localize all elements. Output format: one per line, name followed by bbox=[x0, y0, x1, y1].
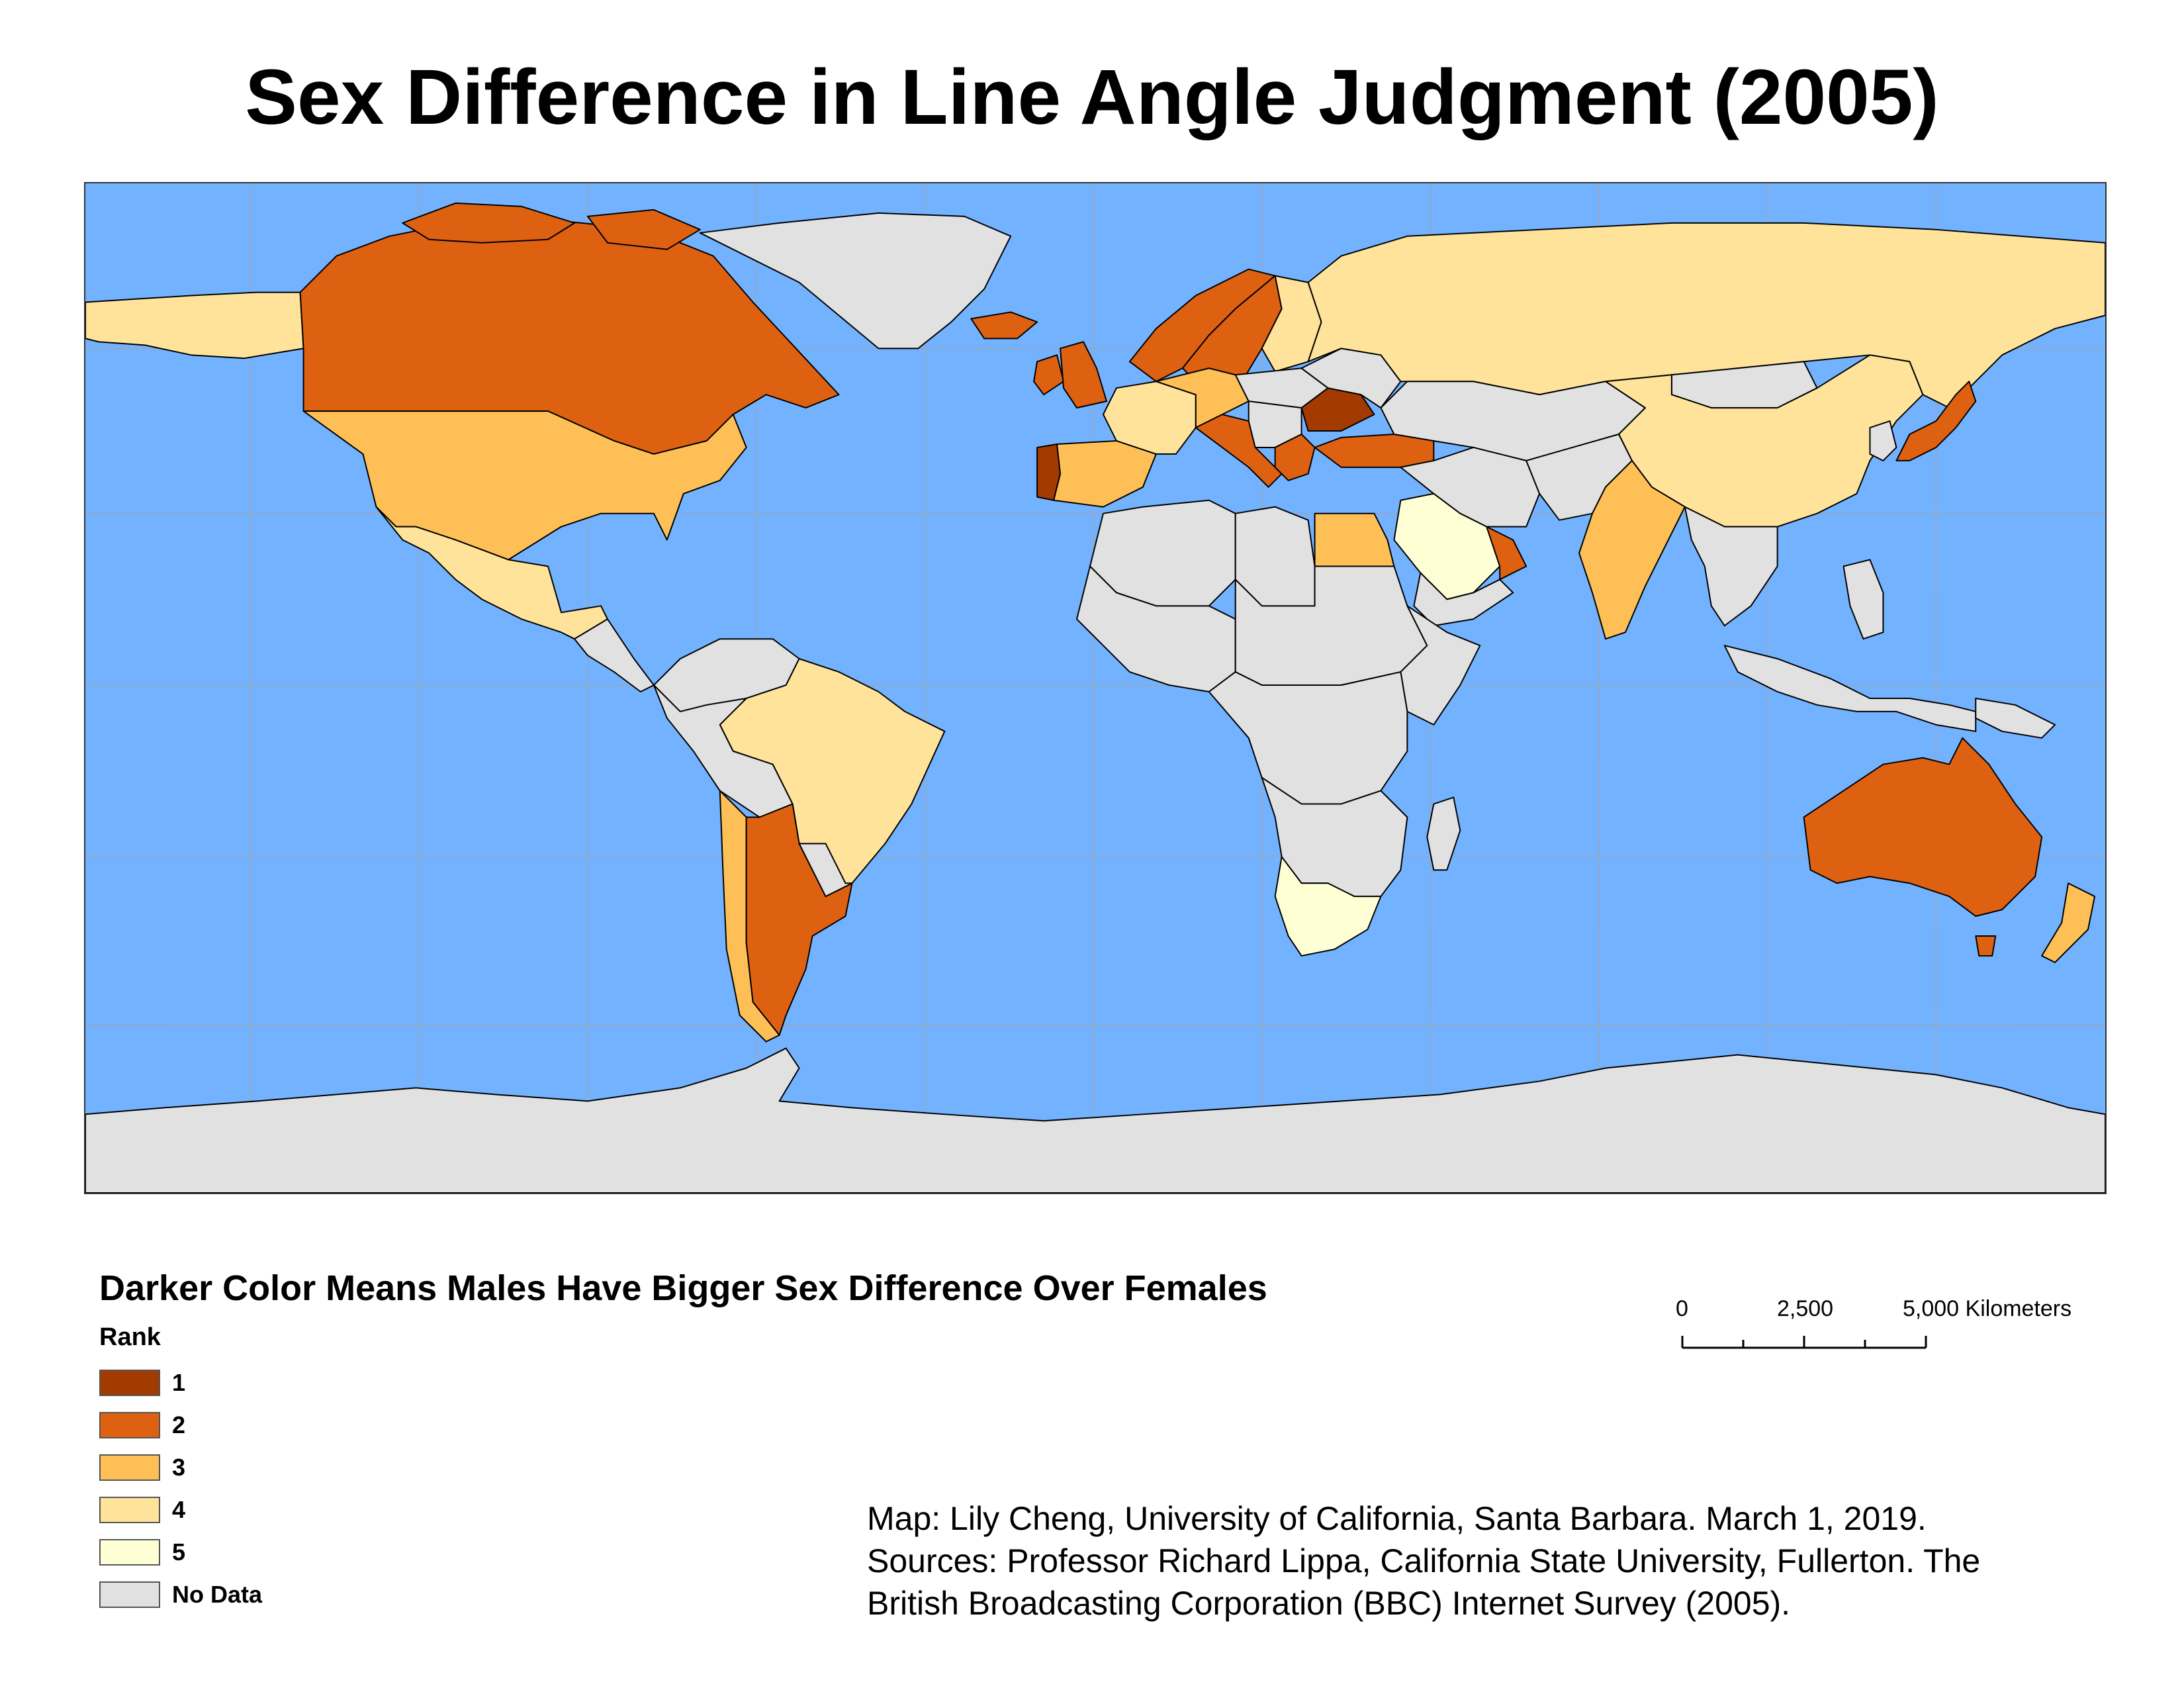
region-ireland bbox=[1033, 354, 1065, 396]
legend-swatch-no-data bbox=[99, 1581, 160, 1608]
credits-line-1: Map: Lily Cheng, University of Californi… bbox=[867, 1500, 1927, 1537]
region-horn-of-africa bbox=[1400, 605, 1481, 726]
legend-item-rank-5: 5 bbox=[99, 1538, 185, 1566]
region-greenland bbox=[699, 212, 1012, 350]
region-new-zealand bbox=[2041, 882, 2096, 963]
region-south-africa bbox=[1274, 856, 1382, 957]
credits-line-2: Sources: Professor Richard Lippa, Califo… bbox=[867, 1542, 1981, 1579]
legend-swatch-rank-2 bbox=[99, 1412, 160, 1438]
region-new-guinea bbox=[1975, 697, 2056, 739]
scale-label-0: 0 bbox=[1676, 1296, 1688, 1321]
region-japan bbox=[1895, 381, 1977, 461]
region-antarctica bbox=[85, 1047, 2105, 1193]
scale-label-5000: 5,000 Kilometers bbox=[1903, 1296, 2072, 1321]
region-argentina bbox=[745, 803, 853, 1036]
map-title: Sex Difference in Line Angle Judgment (2… bbox=[245, 54, 1939, 141]
legend-label-rank-1: 1 bbox=[172, 1369, 186, 1396]
region-greece bbox=[1274, 434, 1316, 481]
legend-title: Rank bbox=[99, 1323, 161, 1351]
region-uae-oman bbox=[1486, 526, 1527, 581]
legend-item-no-data: No Data bbox=[99, 1581, 262, 1609]
scale-label-2500: 2,500 bbox=[1777, 1296, 1834, 1321]
region-canada-islands bbox=[402, 202, 701, 250]
world-map-canvas bbox=[85, 183, 2105, 1193]
legend-label-rank-5: 5 bbox=[172, 1538, 186, 1566]
region-southeast-asia bbox=[1684, 506, 1778, 627]
map-credits: Map: Lily Cheng, University of Californi… bbox=[867, 1497, 2111, 1624]
region-yemen-oman bbox=[1413, 572, 1514, 627]
region-indonesia bbox=[1723, 645, 1977, 732]
region-peru-bolivia bbox=[653, 684, 794, 818]
legend-swatch-rank-1 bbox=[99, 1370, 160, 1396]
region-iceland bbox=[970, 311, 1038, 340]
region-australia bbox=[1803, 737, 2043, 917]
world-map bbox=[84, 182, 2107, 1194]
scale-bar-ruler bbox=[1681, 1336, 1927, 1349]
region-uruguay-paraguay bbox=[798, 843, 853, 898]
scale-bar: 0 2,500 5,000 Kilometers bbox=[1674, 1296, 2098, 1356]
region-india bbox=[1578, 459, 1686, 640]
region-uk bbox=[1060, 341, 1107, 409]
region-turkey bbox=[1314, 434, 1435, 468]
region-philippines bbox=[1843, 559, 1884, 640]
credits-line-3: British Broadcasting Corporation (BBC) I… bbox=[867, 1585, 1791, 1622]
region-tasmania bbox=[1975, 935, 1997, 957]
legend-heading: Darker Color Means Males Have Bigger Sex… bbox=[99, 1268, 1267, 1308]
legend-item-rank-3: 3 bbox=[99, 1454, 185, 1481]
legend-label-no-data: No Data bbox=[172, 1581, 263, 1608]
region-benelux-germany bbox=[1155, 367, 1250, 429]
legend-item-rank-2: 2 bbox=[99, 1411, 185, 1439]
legend-swatch-rank-3 bbox=[99, 1454, 160, 1481]
legend-swatch-rank-5 bbox=[99, 1539, 160, 1566]
region-madagascar bbox=[1426, 796, 1461, 871]
region-korea bbox=[1869, 420, 1897, 461]
legend-label-rank-2: 2 bbox=[172, 1411, 186, 1438]
region-alaska bbox=[85, 291, 304, 359]
legend-label-rank-3: 3 bbox=[172, 1454, 186, 1481]
legend-item-rank-1: 1 bbox=[99, 1369, 185, 1397]
legend-swatch-rank-4 bbox=[99, 1497, 160, 1523]
legend-item-rank-4: 4 bbox=[99, 1496, 185, 1524]
legend-label-rank-4: 4 bbox=[172, 1496, 186, 1523]
